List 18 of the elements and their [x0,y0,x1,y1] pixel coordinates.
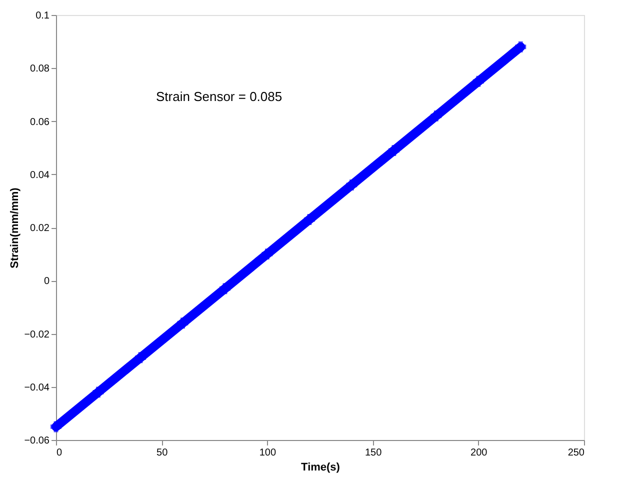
y-tick-label: 0 [44,276,50,288]
y-tick-label: 0.08 [30,64,50,75]
y-tick-label: −0.02 [24,329,50,340]
y-tick-label: 0.04 [30,170,50,181]
y-tick-label: −0.06 [24,436,50,446]
y-tick-label: 0.02 [30,223,50,234]
x-tick-label: 250 [568,448,585,458]
annotation: Strain Sensor = 0.085 [156,89,282,104]
x-tick-label: 100 [259,448,276,458]
x-tick-label: 0 [56,448,62,458]
y-tick-label: 0.1 [36,10,50,22]
x-axis-title: Time(s) [301,462,340,474]
x-tick-label: 200 [470,448,488,458]
y-tick-label: 0.06 [30,116,50,128]
x-tick-label: 150 [364,448,382,458]
y-tick-label: −0.04 [24,382,50,394]
x-tick-label: 50 [156,448,168,458]
y-axis-title: Strain(mm/mm) [9,187,22,268]
